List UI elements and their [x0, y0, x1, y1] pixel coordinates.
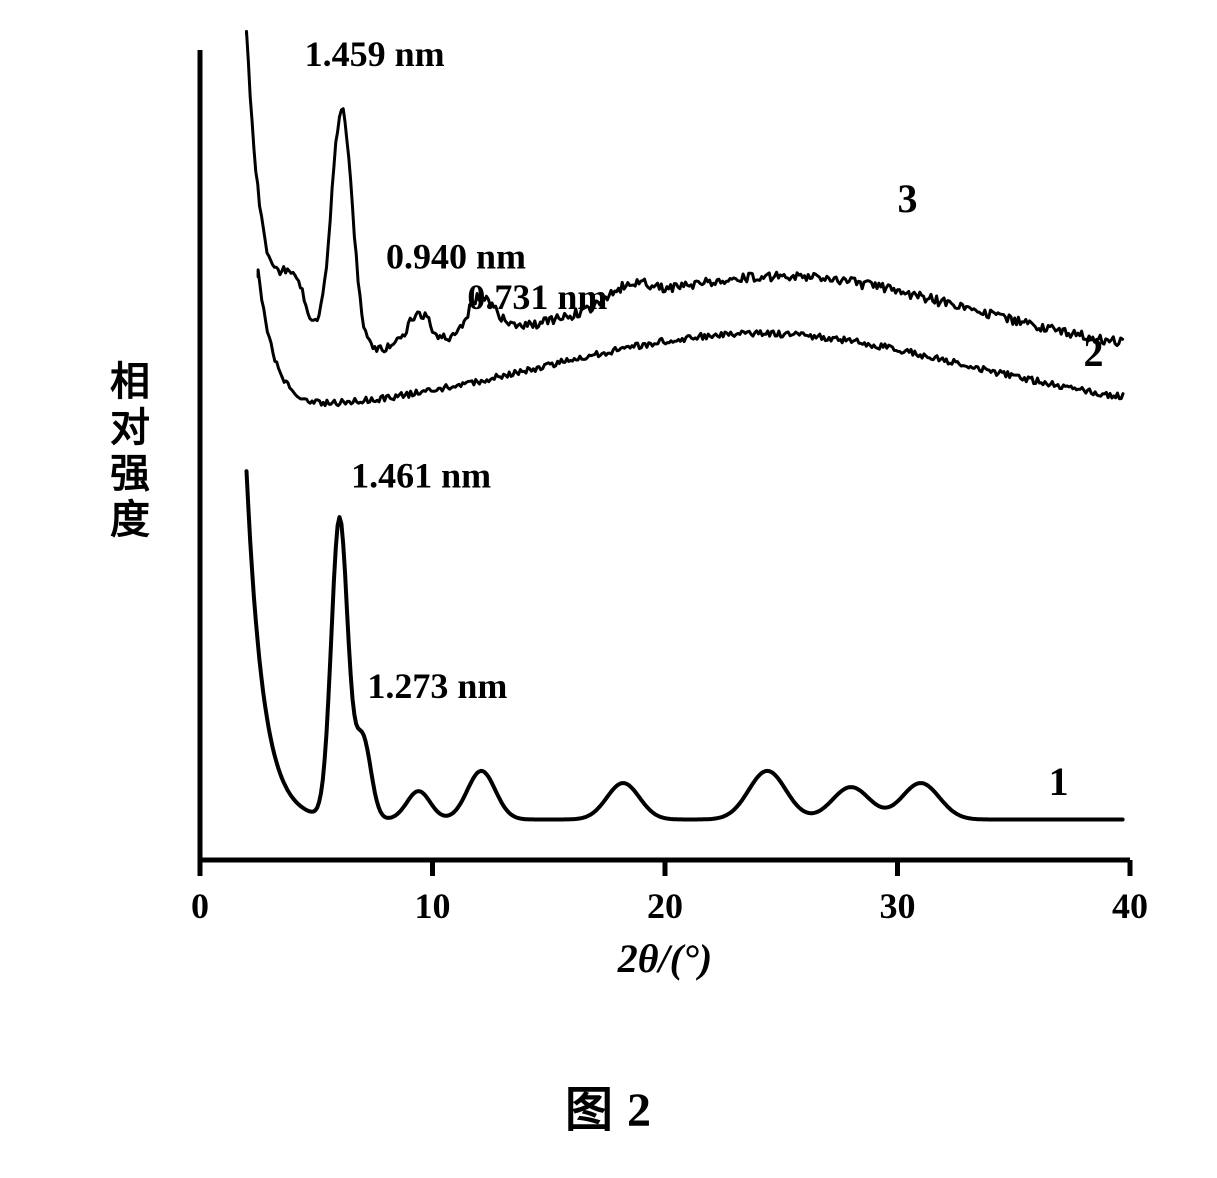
x-tick-label: 0	[191, 886, 209, 926]
x-tick-label: 10	[415, 886, 451, 926]
y-axis-label: 相对强度	[110, 359, 150, 542]
series-label-1: 1	[1049, 759, 1069, 804]
xrd-chart: 0102030402θ/(°)相对强度1231.459 nm0.940 nm0.…	[60, 30, 1160, 990]
peak-label: 1.461 nm	[351, 455, 491, 495]
figure-caption: 图 2	[0, 1070, 1217, 1140]
peak-label: 0.731 nm	[467, 277, 607, 317]
peak-label: 1.459 nm	[305, 34, 445, 74]
x-tick-label: 20	[647, 886, 683, 926]
xrd-curve-2	[258, 270, 1123, 406]
x-tick-label: 30	[880, 886, 916, 926]
series-label-3: 3	[898, 176, 918, 221]
xrd-curve-1	[247, 471, 1123, 819]
x-tick-label: 40	[1112, 886, 1148, 926]
peak-label: 0.940 nm	[386, 237, 526, 277]
peak-label: 1.273 nm	[367, 666, 507, 706]
xrd-curve-3	[247, 31, 1123, 352]
x-axis-label: 2θ/(°)	[617, 936, 713, 981]
